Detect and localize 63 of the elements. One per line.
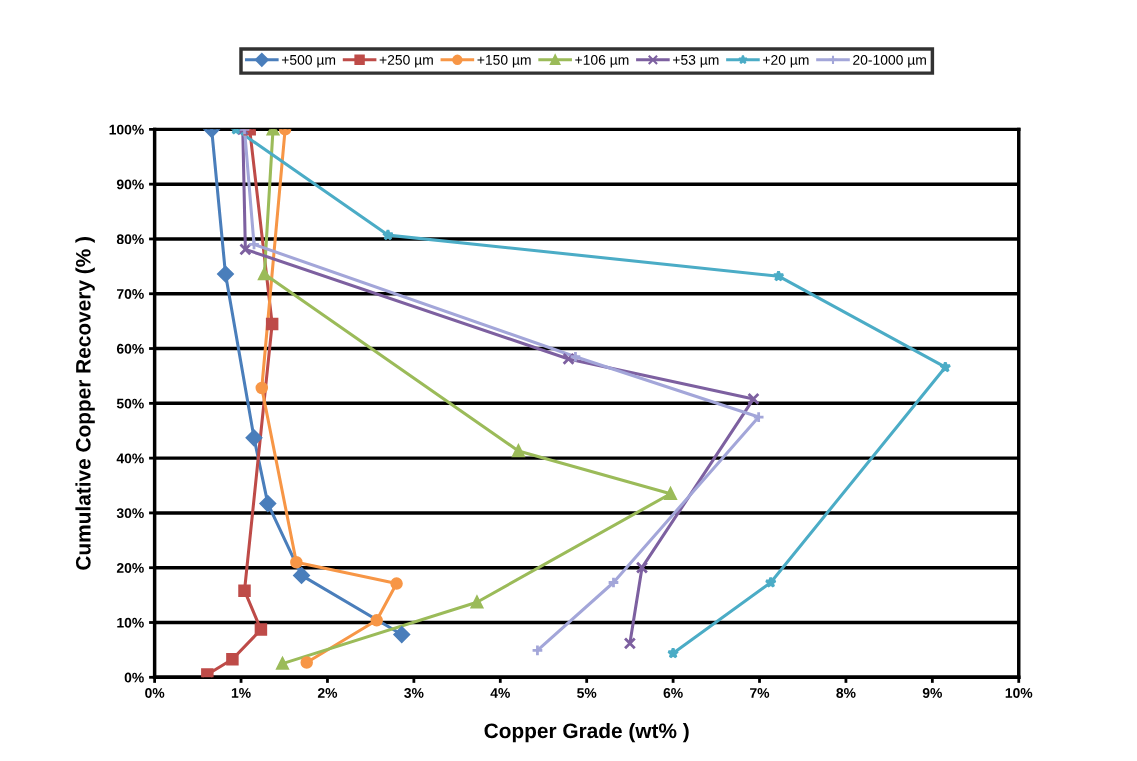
- point: [290, 555, 303, 569]
- legend-label: 20-1000 µm: [853, 54, 926, 68]
- point: [569, 350, 582, 364]
- legend-label: +106 µm: [575, 54, 629, 68]
- point: [226, 652, 239, 666]
- x-tick-label: 7%: [750, 688, 770, 698]
- point: [293, 567, 310, 584]
- point: [217, 265, 234, 283]
- x-tick-label: 1%: [231, 688, 251, 698]
- point: [245, 429, 263, 447]
- x-axis-title: Copper Grade (wt% ): [484, 722, 689, 743]
- legend-label: +53 µm: [673, 54, 719, 68]
- x-tick-label: 6%: [663, 688, 683, 698]
- y-tick-label: 0%: [124, 672, 144, 683]
- point: [238, 584, 251, 597]
- point: [239, 243, 252, 256]
- y-tick-label: 80%: [116, 234, 144, 245]
- point: [276, 657, 289, 670]
- legend-label: +250 µm: [379, 54, 433, 68]
- point: [607, 576, 620, 589]
- point: [300, 656, 313, 669]
- point: [265, 317, 279, 331]
- x-tick-label: 0%: [145, 688, 165, 698]
- y-tick-label: 10%: [117, 617, 144, 628]
- point: [664, 487, 677, 500]
- legend-label: +500 µm: [281, 54, 336, 68]
- y-tick-label: 20%: [116, 563, 144, 573]
- point: [370, 614, 383, 627]
- point: [531, 644, 544, 657]
- point: [247, 238, 261, 251]
- y-tick-label: 60%: [116, 343, 144, 354]
- point: [512, 444, 525, 458]
- point: [255, 381, 269, 395]
- point: [201, 668, 214, 678]
- y-tick-label: 90%: [116, 179, 144, 190]
- point: [764, 576, 777, 588]
- x-tick-label: 10%: [1005, 688, 1033, 698]
- x-tick-label: 9%: [922, 688, 943, 698]
- point: [381, 228, 394, 241]
- point: [254, 623, 268, 636]
- point: [393, 626, 411, 643]
- point: [623, 637, 637, 650]
- y-tick-label: 40%: [116, 453, 144, 464]
- point: [747, 392, 760, 406]
- y-tick-label: 30%: [116, 508, 144, 519]
- x-tick-label: 8%: [836, 688, 856, 698]
- point: [635, 561, 649, 574]
- y-axis-title: Cumulative Copper Recovery (% ): [75, 237, 95, 570]
- point: [390, 577, 403, 590]
- y-tick-label: 70%: [117, 289, 144, 299]
- point: [258, 267, 271, 281]
- x-tick-label: 5%: [577, 688, 597, 698]
- x-tick-label: 3%: [404, 688, 424, 698]
- x-tick-label: 4%: [490, 688, 510, 698]
- point: [470, 595, 484, 609]
- y-tick-label: 100%: [109, 124, 144, 135]
- point: [259, 495, 277, 512]
- legend-label: +150 µm: [477, 54, 531, 68]
- y-tick-label: 50%: [116, 398, 144, 409]
- legend-label: +20 µm: [763, 54, 809, 68]
- point: [562, 352, 575, 366]
- x-tick-label: 2%: [317, 688, 338, 698]
- point: [752, 410, 765, 424]
